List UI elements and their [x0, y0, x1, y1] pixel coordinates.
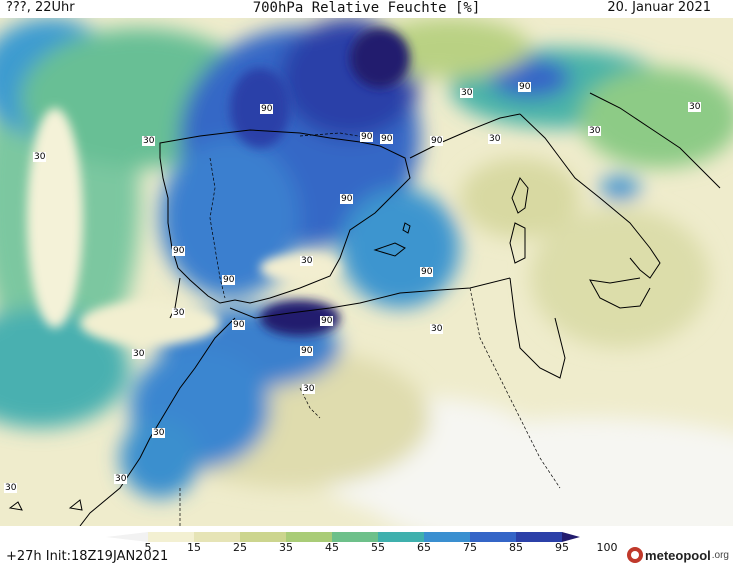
contour-label: 90	[320, 316, 334, 326]
colorbar-arrow-left	[106, 532, 148, 542]
contour-label: 90	[380, 134, 394, 144]
contour-label: 90	[518, 82, 532, 92]
map-title: 700hPa Relative Feuchte [%]	[252, 0, 481, 16]
colorbar-tick: 45	[325, 541, 339, 554]
colorbar-cell	[424, 532, 470, 542]
brand-tld: .org	[711, 549, 729, 561]
colorbar-tick: 100	[596, 541, 618, 554]
contour-label: 30	[430, 324, 444, 334]
contour-label: 30	[33, 152, 47, 162]
meteopool-logo-icon	[627, 547, 644, 563]
coastlines	[8, 92, 721, 526]
contour-label: 30	[132, 349, 146, 359]
colorbar-tick: 35	[279, 541, 293, 554]
contour-label: 30	[588, 126, 602, 136]
colorbar-cell	[286, 532, 332, 542]
contour-label: 90	[430, 136, 444, 146]
contour-label: 30	[152, 428, 166, 438]
colorbar-labels: 5 15 25 35 45 55 65 75 85 95 100	[0, 542, 733, 554]
init-time-label: +27h Init:18Z19JAN2021	[6, 549, 169, 564]
colorbar-tick: 25	[233, 541, 247, 554]
contour-label: 90	[260, 104, 274, 114]
contour-label: 30	[114, 474, 128, 484]
colorbar-tick: 85	[509, 541, 523, 554]
contour-label: 30	[688, 102, 702, 112]
colorbar-tick: 15	[187, 541, 201, 554]
contour-label: 90	[420, 267, 434, 277]
footer-bar: 5 15 25 35 45 55 65 75 85 95 100 +27h In…	[0, 526, 733, 566]
valid-time-label: ???, 22Uhr	[6, 0, 75, 15]
colorbar-cell	[332, 532, 378, 542]
brand-logo[interactable]: meteopool .org	[627, 546, 729, 564]
colorbar-tick: 75	[463, 541, 477, 554]
contour-label: 90	[172, 246, 186, 256]
colorbar-arrow-right	[562, 532, 580, 542]
colorbar	[106, 532, 580, 542]
humidity-field	[0, 18, 733, 526]
colorbar-cell	[148, 532, 194, 542]
contour-label: 30	[142, 136, 156, 146]
colorbar-tick: 65	[417, 541, 431, 554]
colorbar-tick: 95	[555, 541, 569, 554]
contour-label: 90	[360, 132, 374, 142]
colorbar-cell	[194, 532, 240, 542]
contour-label: 30	[460, 88, 474, 98]
contour-label: 90	[232, 320, 246, 330]
colorbar-tick: 5	[144, 541, 152, 554]
brand-name: meteopool	[645, 547, 711, 563]
colorbar-cell	[516, 532, 562, 542]
header-bar: ???, 22Uhr 700hPa Relative Feuchte [%] 2…	[0, 0, 733, 18]
humidity-map: 90 90 90 90 90 90 90 90 90 90 90 90 30 3…	[0, 18, 733, 526]
contour-label: 90	[222, 275, 236, 285]
valid-date-label: 20. Januar 2021	[607, 0, 711, 15]
colorbar-tick: 55	[371, 541, 385, 554]
contour-label: 30	[172, 308, 186, 318]
contour-label: 30	[4, 483, 18, 493]
colorbar-cell	[240, 532, 286, 542]
contour-label: 30	[300, 256, 314, 266]
colorbar-cell	[378, 532, 424, 542]
colorbar-cell	[470, 532, 516, 542]
contour-label: 90	[300, 346, 314, 356]
contour-label: 90	[340, 194, 354, 204]
contour-label: 30	[488, 134, 502, 144]
contour-label: 30	[302, 384, 316, 394]
